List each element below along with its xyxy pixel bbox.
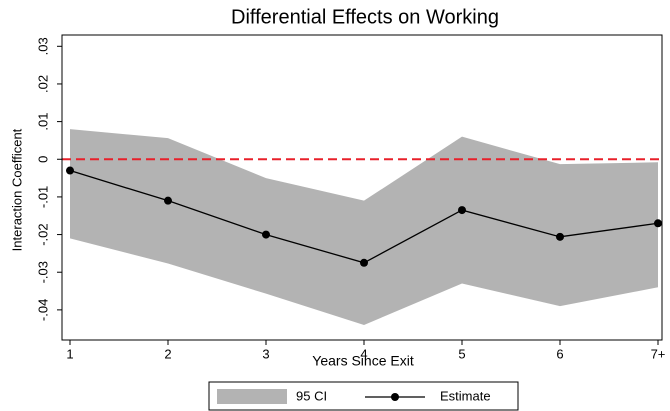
estimate-point	[360, 258, 368, 267]
x-tick-label: 3	[262, 346, 269, 361]
y-tick-label: 0	[35, 156, 50, 163]
x-tick-label: 4	[360, 346, 367, 361]
plot-frame	[61, 34, 663, 341]
legend-swatch	[217, 389, 287, 404]
y-axis-label: Interaction Coefficent	[9, 128, 24, 251]
y-tick-label: -.01	[35, 186, 50, 208]
x-axis-label: Years Since Exit	[312, 353, 414, 369]
estimate-point	[458, 206, 466, 215]
confidence-band	[70, 129, 658, 325]
estimate-point	[262, 230, 270, 239]
legend-marker	[391, 393, 399, 401]
x-tick-label: 5	[458, 346, 465, 361]
y-tick-label: -.02	[35, 223, 50, 245]
estimate-point	[164, 196, 172, 205]
estimate-point	[66, 166, 74, 175]
y-tick-label: .03	[35, 37, 50, 55]
estimate-point	[556, 232, 564, 241]
legend-label: 95 CI	[296, 388, 327, 403]
chart-title: Differential Effects on Working	[231, 6, 499, 28]
y-tick-label: -.04	[35, 299, 50, 321]
x-tick-label: 6	[556, 346, 563, 361]
y-tick-label: -.03	[35, 261, 50, 283]
estimate-point	[654, 219, 662, 228]
y-tick-label: .02	[35, 75, 50, 93]
x-tick-label: 2	[164, 346, 171, 361]
x-tick-label: 1	[66, 346, 73, 361]
x-tick-label: 7+	[651, 346, 666, 361]
y-tick-label: .01	[35, 113, 50, 131]
legend-label: Estimate	[440, 388, 491, 403]
